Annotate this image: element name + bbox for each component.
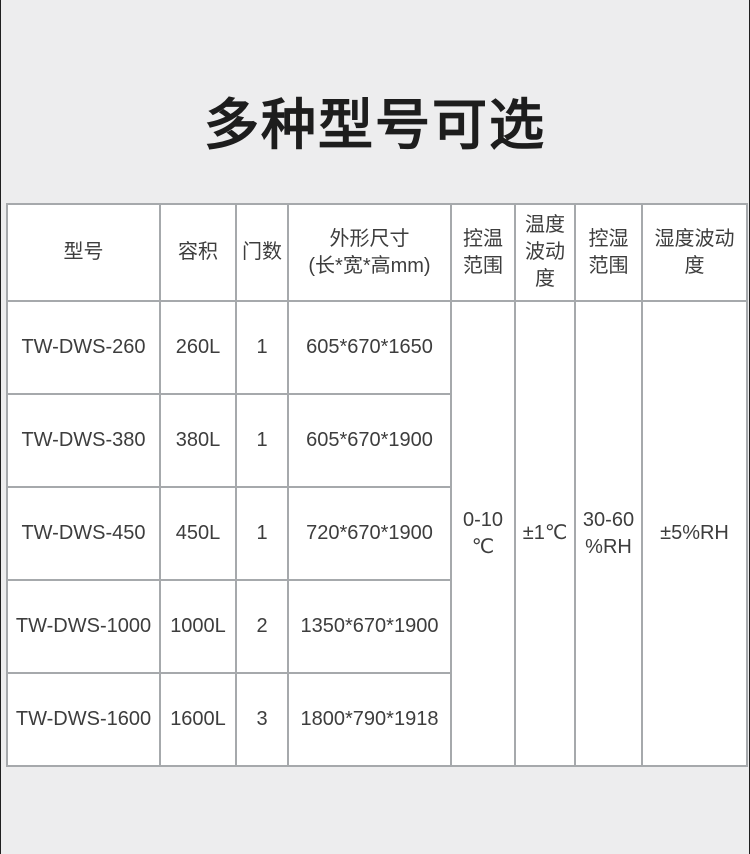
dimensions-cell: 1800*790*1918: [287, 672, 452, 767]
header-humidity-fluctuation: 湿度波动 度: [641, 203, 748, 302]
humidity-fluctuation-cell: ±5%RH: [641, 300, 748, 767]
capacity-cell: 1000L: [159, 579, 237, 674]
header-humidity-range: 控湿 范围: [574, 203, 643, 302]
doors-cell: 1: [235, 393, 289, 488]
header-dimensions: 外形尺寸 (长*宽*高mm): [287, 203, 452, 302]
model-cell: TW-DWS-1000: [6, 579, 161, 674]
dimensions-cell: 720*670*1900: [287, 486, 452, 581]
header-model: 型号: [6, 203, 161, 302]
header-doors: 门数: [235, 203, 289, 302]
capacity-cell: 1600L: [159, 672, 237, 767]
header-temp-fluctuation: 温度 波动 度: [514, 203, 576, 302]
doors-cell: 2: [235, 579, 289, 674]
humidity-range-cell: 30-60 %RH: [574, 300, 643, 767]
table-header-row: 型号 容积 门数 外形尺寸 (长*宽*高mm) 控温 范围 温度 波动 度 控湿…: [6, 203, 748, 302]
page-title: 多种型号可选: [203, 93, 546, 157]
header-temp-range: 控温 范围: [450, 203, 516, 302]
model-cell: TW-DWS-380: [6, 393, 161, 488]
dimensions-cell: 605*670*1900: [287, 393, 452, 488]
capacity-cell: 450L: [159, 486, 237, 581]
model-cell: TW-DWS-260: [6, 300, 161, 395]
doors-cell: 3: [235, 672, 289, 767]
table-row: TW-DWS-1600 1600L 3 1800*790*1918: [6, 672, 747, 767]
temp-fluctuation-cell: ±1℃: [514, 300, 576, 767]
header-capacity: 容积: [159, 203, 237, 302]
model-cell: TW-DWS-450: [6, 486, 161, 581]
capacity-cell: 380L: [159, 393, 237, 488]
temp-range-cell: 0-10 ℃: [450, 300, 516, 767]
table-row: TW-DWS-1000 1000L 2 1350*670*1900: [6, 579, 747, 674]
table-row: TW-DWS-450 450L 1 720*670*1900: [6, 486, 747, 581]
table-row: TW-DWS-380 380L 1 605*670*1900: [6, 393, 747, 488]
capacity-cell: 260L: [159, 300, 237, 395]
table-row: TW-DWS-260 260L 1 605*670*1650 0-10 ℃ ±1…: [6, 300, 748, 767]
model-cell: TW-DWS-1600: [6, 672, 161, 767]
dimensions-cell: 605*670*1650: [287, 300, 452, 395]
doors-cell: 1: [235, 300, 289, 395]
doors-cell: 1: [235, 486, 289, 581]
specs-table: 型号 容积 门数 外形尺寸 (长*宽*高mm) 控温 范围 温度 波动 度 控湿…: [6, 203, 748, 767]
dimensions-cell: 1350*670*1900: [287, 579, 452, 674]
